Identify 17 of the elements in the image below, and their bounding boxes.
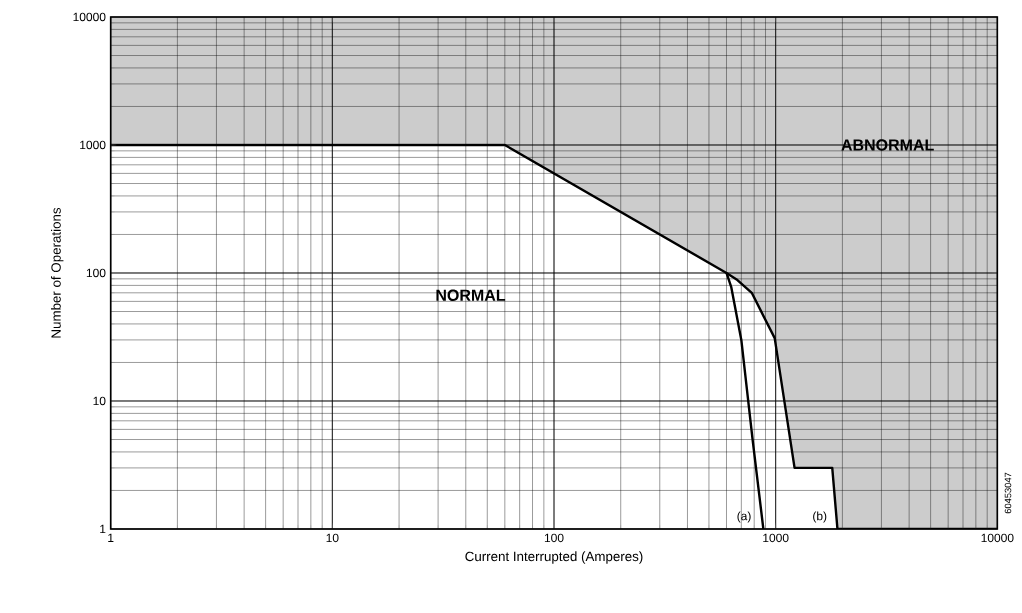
x-axis-title: Current Interrupted (Amperes) (465, 551, 643, 564)
y-tick-label: 100 (86, 268, 106, 278)
x-tick-label: 100 (544, 533, 564, 543)
x-tick-label: 1000 (763, 533, 789, 543)
x-tick-label: 10 (326, 533, 339, 543)
annotation: NORMAL (436, 289, 506, 301)
y-tick-label: 10 (93, 396, 106, 406)
annotation: (b) (813, 511, 827, 523)
x-tick-label: 1 (108, 533, 114, 542)
y-tick-label: 1000 (80, 140, 106, 150)
x-tick-label: 10000 (981, 533, 1014, 543)
annotation: (a) (737, 511, 751, 523)
y-tick-label: 1 (100, 524, 106, 534)
y-tick-label: 10000 (73, 12, 106, 22)
text: 60453047 (1004, 472, 1012, 514)
y-axis-title: Number of Operations (51, 207, 64, 338)
annotation: ABNORMAL (841, 139, 934, 151)
